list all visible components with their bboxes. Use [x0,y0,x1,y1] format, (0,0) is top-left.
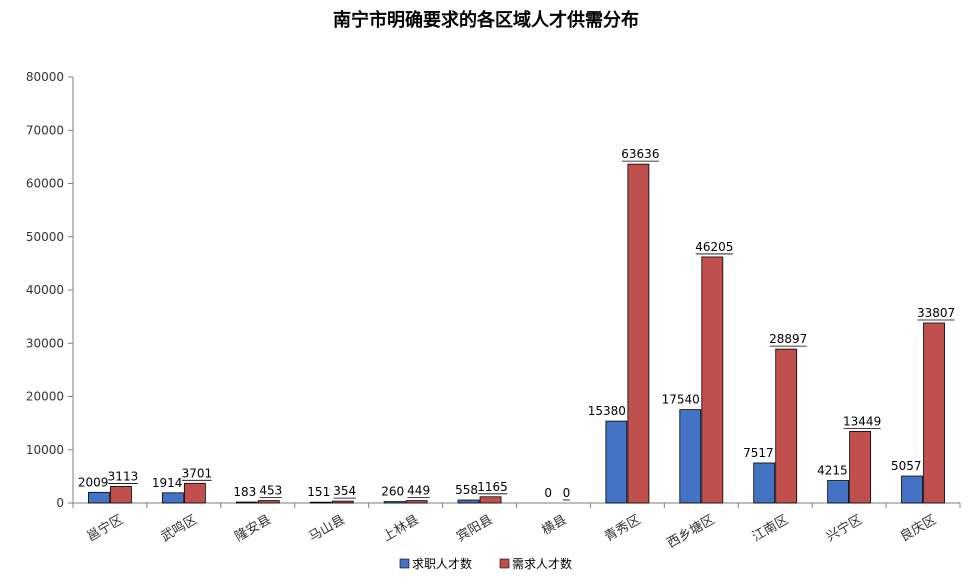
x-category-label: 宾阳县 [454,512,496,545]
demand-value-label: 3113 [108,469,139,483]
y-tick-label: 30000 [26,336,64,350]
supply-bar [309,501,332,504]
demand-bar [923,322,945,504]
x-category-label: 良庆区 [897,512,939,545]
legend: 求职人才数 需求人才数 [399,556,572,571]
supply-bar [88,491,110,504]
y-tick-label: 60000 [26,177,64,191]
demand-value-label: 33807 [917,306,955,320]
x-category-label: 横县 [539,512,569,538]
demand-bar [627,163,650,504]
x-category-label: 邕宁区 [84,512,126,545]
demand-bar [849,430,872,504]
demand-bar [257,500,280,504]
demand-value-label: 63636 [621,147,659,161]
demand-bar [775,348,798,504]
demand-value-label: 0 [563,486,571,500]
supply-value-label: 15380 [588,404,626,418]
supply-value-label: 7517 [743,446,774,460]
supply-value-label: 260 [381,485,404,499]
supply-value-label: 5057 [891,459,922,473]
y-tick-label: 40000 [26,283,64,297]
y-tick-label: 20000 [26,390,64,404]
supply-bar [679,409,702,504]
x-category-label: 上林县 [380,512,421,544]
demand-bar [701,256,724,504]
demand-value-label: 354 [333,484,356,498]
supply-bar [753,462,776,504]
supply-value-label: 1914 [152,476,183,490]
demand-bar [479,496,502,504]
demand-value-label: 453 [259,484,282,498]
supply-value-label: 151 [307,485,330,499]
supply-value-label: 2009 [78,475,109,489]
supply-bar [457,499,480,504]
y-tick-label: 80000 [26,70,64,84]
demand-value-label: 3701 [182,466,213,480]
supply-bar [901,475,923,504]
supply-bar [235,501,258,504]
supply-value-label: 558 [455,483,478,497]
supply-bar [605,420,628,504]
demand-bar [405,500,428,504]
y-tick-label: 10000 [26,443,64,457]
supply-bar [827,480,850,504]
x-category-label: 马山县 [306,512,347,544]
legend-label: 求职人才数 [412,556,472,571]
chart-title: 南宁市明确要求的各区域人才供需分布 [333,9,639,31]
y-tick-label: 50000 [26,230,64,244]
demand-bar [183,482,206,504]
demand-bar [110,486,132,504]
demand-value-label: 13449 [843,414,881,428]
legend-label: 需求人才数 [512,556,572,571]
legend-swatch [499,558,510,569]
supply-value-label: 4215 [817,464,848,478]
supply-bar [161,492,184,504]
supply-value-label: 183 [233,485,256,499]
demand-bar [331,500,354,504]
x-category-label: 隆安县 [233,512,274,544]
y-tick-label: 70000 [26,123,64,137]
x-category-label: 西乡塘区 [664,512,717,552]
bars [88,163,945,504]
supply-value-label: 0 [544,486,552,500]
y-tick-label: 0 [56,496,64,510]
x-category-label: 江南区 [749,512,791,545]
demand-value-label: 449 [407,484,430,498]
demand-value-label: 28897 [769,332,807,346]
supply-value-label: 17540 [662,393,700,407]
supply-bar [383,501,406,504]
demand-value-label: 1165 [477,480,508,494]
legend-swatch [399,558,410,569]
x-category-label: 青秀区 [602,512,643,544]
x-category-label: 武鸣区 [158,512,200,545]
demand-value-label: 46205 [695,240,733,254]
x-category-label: 兴宁区 [823,512,865,545]
